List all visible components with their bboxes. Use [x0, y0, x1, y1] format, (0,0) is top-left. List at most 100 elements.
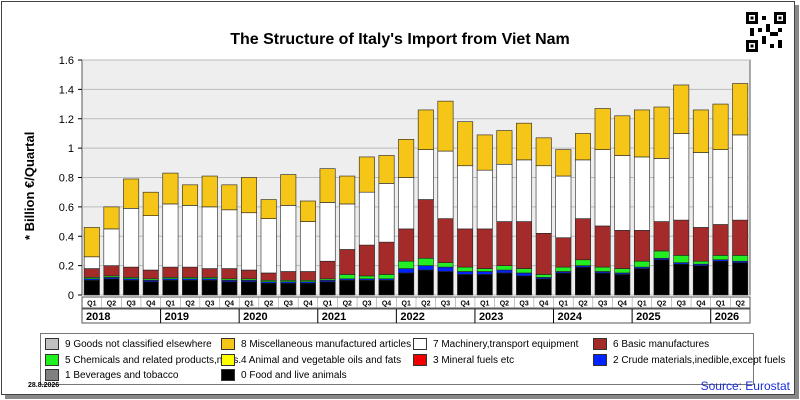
x-tick-label: Q4 — [539, 301, 548, 308]
bar-segment — [496, 221, 513, 266]
x-tick-label: Q4 — [225, 301, 234, 308]
bar-segment — [103, 206, 120, 230]
bar-segment — [594, 108, 611, 150]
bar-segment — [457, 274, 474, 296]
qr-code-icon — [746, 12, 786, 52]
x-tick-label: Q3 — [126, 301, 135, 308]
bar-segment — [437, 271, 454, 296]
bar-segment — [319, 168, 336, 203]
bar-segment — [378, 274, 395, 280]
bar-segment — [594, 149, 611, 227]
year-axis — [81, 308, 751, 324]
legend: 9 Goods not classified elsewhere 8 Miscel… — [40, 333, 785, 385]
bar-segment — [516, 275, 533, 296]
bar-segment — [142, 269, 159, 280]
bar-segment — [633, 260, 650, 268]
x-tick-label: Q2 — [107, 301, 116, 308]
legend-swatch — [221, 369, 235, 381]
legend-item: 7 Machinery,transport equipment — [413, 338, 578, 350]
bar-segment — [241, 281, 257, 296]
bar-segment — [496, 265, 513, 271]
bar-segment — [516, 268, 533, 274]
bar-segment — [241, 177, 257, 214]
legend-item: 1 Beverages and tobacco — [45, 369, 178, 381]
legend-label: 6 Basic manufactures — [613, 338, 710, 350]
bar-segment — [575, 159, 591, 219]
bar-segment — [575, 266, 591, 296]
x-tick-label: Q1 — [716, 301, 725, 308]
bar-segment — [339, 274, 356, 280]
legend-label: 1 Beverages and tobacco — [65, 369, 179, 381]
bar-segment — [594, 266, 611, 272]
bar-segment — [476, 134, 493, 171]
legend-swatch — [221, 338, 235, 350]
legend-item: 3 Mineral fuels etc — [413, 354, 514, 366]
bar-segment — [201, 175, 218, 208]
legend-item: 8 Miscellaneous manufactured articles — [221, 338, 411, 350]
bar-segment — [732, 134, 749, 221]
bar-segment — [201, 206, 218, 269]
y-tick-label: 0.4 — [59, 231, 74, 243]
x-tick-label: Q4 — [303, 301, 312, 308]
bar-segment — [378, 183, 395, 243]
bar-segment — [319, 281, 336, 296]
bar-segment — [555, 237, 572, 268]
bar-segment — [653, 106, 670, 159]
x-tick-label: Q2 — [343, 301, 352, 308]
bar-segment — [614, 115, 631, 156]
bar-segment — [594, 225, 611, 268]
x-tick-label: Q1 — [480, 301, 489, 308]
bar-segment — [417, 257, 434, 266]
bar-segment — [398, 272, 415, 296]
bar-segment — [476, 271, 493, 275]
bar-segment — [417, 269, 434, 296]
bar-segment — [182, 266, 199, 278]
bar-segment — [732, 255, 749, 262]
bar-segment — [221, 209, 238, 269]
bar-segment — [575, 218, 591, 261]
bar-segment — [299, 282, 316, 296]
legend-swatch — [593, 354, 607, 366]
bar-segment — [378, 241, 395, 275]
x-tick-label: Q3 — [205, 301, 214, 308]
bar-segment — [280, 205, 297, 272]
bar-segment — [123, 208, 140, 268]
bar-segment — [437, 262, 454, 268]
x-tick-label: Q3 — [677, 301, 686, 308]
x-tick-label: Q4 — [618, 301, 627, 308]
bar-segment — [201, 280, 218, 296]
bar-segment — [299, 271, 316, 281]
chart-title: The Structure of Italy's Import from Vie… — [230, 31, 570, 48]
bar-segment — [516, 159, 533, 222]
bar-segment — [83, 256, 100, 269]
x-tick-label: Q3 — [362, 301, 371, 308]
x-tick-label: Q1 — [637, 301, 646, 308]
x-tick-label: Q1 — [166, 301, 175, 308]
year-label: 2023 — [479, 311, 503, 323]
bar-segment — [614, 268, 631, 274]
bar-segment — [692, 152, 709, 228]
date-stamp: 28.8.2026 — [28, 382, 60, 389]
bar-segment — [496, 163, 513, 222]
legend-item: 9 Goods not classified elsewhere — [45, 338, 212, 350]
y-tick-label: 0.8 — [59, 173, 74, 185]
y-tick-label: 1 — [68, 143, 74, 155]
bar-segment — [103, 265, 120, 277]
bar-segment — [162, 280, 179, 296]
bar-segment — [83, 280, 100, 296]
bar-segment — [457, 121, 474, 167]
bar-segment — [339, 175, 356, 205]
bar-segment — [260, 218, 277, 274]
bar-segment — [732, 83, 749, 136]
year-label: 2019 — [165, 311, 189, 323]
bar-segment — [732, 262, 749, 296]
bar-segment — [398, 228, 415, 262]
bar-segment — [417, 265, 434, 271]
bar-segment — [358, 280, 375, 296]
bar-segment — [496, 130, 513, 165]
bar-segment — [712, 260, 729, 296]
bar-segment — [535, 165, 552, 234]
y-tick-label: 1.4 — [59, 84, 74, 96]
bar-segment — [260, 282, 277, 296]
bar-segment — [162, 266, 179, 278]
